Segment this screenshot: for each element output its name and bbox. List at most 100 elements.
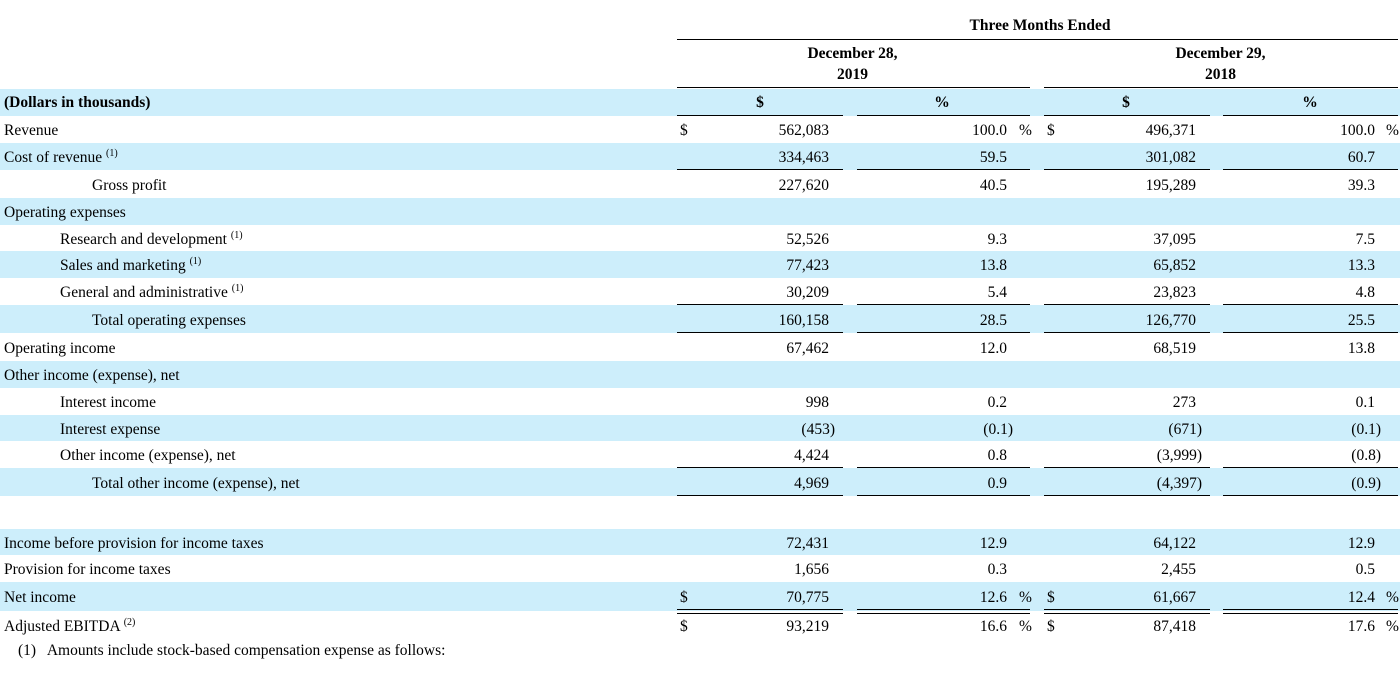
- row-label: General and administrative (1): [60, 284, 243, 301]
- row-label-text: Cost of revenue: [4, 149, 103, 166]
- cell-percent-2019: 16.6: [979, 618, 1007, 635]
- table-row: Total operating expenses 160,158 28.5 126,7…: [0, 305, 1400, 333]
- row-label: Gross profit: [92, 178, 166, 194]
- subtotal-rule: [1044, 332, 1210, 333]
- row-label-text: Other income (expense), net: [4, 367, 180, 384]
- footnote-marker: (1): [106, 148, 118, 159]
- table-row: Interest expense (453) (0.1) (671) (0.1): [0, 415, 1400, 441]
- column-date-2018-line1: December 29,: [1175, 45, 1266, 62]
- cell-amount-2019: 1,656: [794, 561, 829, 578]
- cell-amount-2019: 30,209: [786, 284, 829, 301]
- cell-amount-2018: 496,371: [1145, 122, 1196, 139]
- cell-amount-2019: 4,969: [794, 475, 829, 492]
- cell-amount-2019: 4,424: [794, 447, 829, 464]
- cell-percent-2018: (0.1): [1351, 421, 1381, 438]
- footnote-marker: (1): [230, 230, 243, 241]
- subtotal-rule: [677, 467, 843, 468]
- cell-percent-2019: 5.4: [987, 284, 1007, 301]
- cell-percent-2018: (0.9): [1351, 475, 1381, 492]
- cell-percent-2019: 12.9: [979, 535, 1007, 552]
- row-label: Adjusted EBITDA (2): [4, 617, 136, 635]
- row-label-text: Interest expense: [60, 421, 161, 438]
- cell-amount-2018: (3,999): [1156, 447, 1202, 464]
- table-row: Provision for income taxes 1,656 0.3 2,455 0…: [0, 555, 1400, 582]
- row-label: Sales and marketing (1): [60, 257, 201, 274]
- header-bottom-rule: [677, 115, 843, 116]
- cell-amount-2018: 273: [1172, 394, 1196, 411]
- cell-percent-2018: 13.3: [1347, 257, 1375, 274]
- percent-sign-2018: %: [1386, 618, 1399, 635]
- cell-percent-2018: 4.8: [1355, 284, 1375, 301]
- cell-amount-2019: 227,620: [778, 177, 829, 194]
- footnote-marker: (2): [123, 617, 136, 628]
- table-row: Net income 70,775 12.6 61,667 12.4 $ $%%: [0, 582, 1400, 611]
- currency-symbol-2018: $: [1047, 589, 1055, 606]
- row-label: Revenue: [4, 123, 58, 139]
- pct-col-header-2018: %: [1302, 94, 1318, 111]
- currency-symbol-2019: $: [680, 122, 688, 139]
- row-label-text: Operating income: [4, 340, 116, 357]
- percent-sign-2018: %: [1386, 122, 1399, 139]
- total-double-rule: [1223, 609, 1398, 614]
- subtotal-rule: [857, 332, 1030, 333]
- pct-col-header-2019: %: [934, 94, 950, 111]
- table-row: Cost of revenue (1) 334,463 59.5 301,082 60.…: [0, 143, 1400, 170]
- currency-symbol-2018: $: [1047, 618, 1055, 635]
- table-row: Operating income 67,462 12.0 68,519 13.8: [0, 333, 1400, 361]
- row-label-text: Sales and marketing: [60, 257, 186, 274]
- cell-amount-2018: 65,852: [1153, 257, 1196, 274]
- cell-percent-2019: 12.6: [979, 589, 1007, 606]
- cell-amount-2019: (453): [801, 421, 835, 438]
- row-label-text: Income before provision for income taxes: [4, 535, 264, 552]
- row-label-text: Adjusted EBITDA: [4, 618, 120, 635]
- column-date-2019-line1: December 28,: [807, 45, 898, 62]
- cell-percent-2019: 13.8: [979, 257, 1007, 274]
- cell-amount-2019: 334,463: [778, 149, 829, 166]
- cell-percent-2018: 0.1: [1355, 394, 1375, 411]
- total-double-rule: [677, 609, 843, 614]
- table-row: General and administrative (1) 30,209 5.4 2…: [0, 278, 1400, 305]
- dollar-col-header-2018: $: [1122, 94, 1130, 111]
- cell-percent-2019: 0.2: [987, 394, 1007, 411]
- subtotal-rule: [1044, 304, 1210, 305]
- row-label: Operating expenses: [4, 205, 126, 221]
- row-label: Operating income: [4, 341, 115, 357]
- row-label-text: General and administrative: [60, 284, 228, 301]
- row-label-text: Revenue: [4, 122, 59, 139]
- cell-percent-2019: 0.3: [987, 561, 1007, 578]
- cell-amount-2019: 52,526: [786, 231, 829, 248]
- column-date-2018-line2: 2018: [1205, 66, 1236, 83]
- subtotal-rule: [1223, 467, 1398, 468]
- row-label-text: Total operating expenses: [92, 312, 246, 329]
- table-row: Adjusted EBITDA (2) 93,219 16.6 87,418 17.6 $…: [0, 611, 1400, 639]
- cell-amount-2018: 195,289: [1145, 177, 1196, 194]
- subtotal-rule: [1044, 169, 1210, 170]
- subtotal-rule: [1223, 304, 1398, 305]
- currency-symbol-2019: $: [680, 618, 688, 635]
- table-row: Sales and marketing (1) 77,423 13.8 65,852 1…: [0, 251, 1400, 278]
- cell-percent-2019: 40.5: [979, 177, 1007, 194]
- header-rule: [677, 39, 1398, 40]
- subtotal-rule: [1223, 169, 1398, 170]
- units-label: (Dollars in thousands): [4, 94, 151, 111]
- row-label: Total operating expenses: [92, 313, 246, 329]
- subtotal-rule: [1223, 495, 1398, 496]
- row-label: Other income (expense), net: [4, 368, 180, 384]
- cell-percent-2019: 28.5: [979, 312, 1007, 329]
- subtotal-rule: [677, 495, 843, 496]
- cell-amount-2018: 126,770: [1145, 312, 1196, 329]
- cell-amount-2019: 70,775: [786, 589, 829, 606]
- row-label: Research and development (1): [60, 230, 243, 248]
- cell-amount-2018: 87,418: [1153, 618, 1196, 635]
- cell-amount-2019: 72,431: [786, 535, 829, 552]
- row-label: Interest expense: [60, 422, 160, 438]
- total-double-rule: [1044, 609, 1210, 614]
- cell-amount-2019: 67,462: [786, 340, 829, 357]
- subtotal-rule: [857, 304, 1030, 305]
- subtotal-rule: [857, 467, 1030, 468]
- cell-percent-2018: 12.4: [1347, 589, 1375, 606]
- row-label-text: Gross profit: [92, 177, 167, 194]
- column-date-2019-line2: 2019: [837, 66, 868, 83]
- currency-symbol-2019: $: [680, 589, 688, 606]
- cell-amount-2018: 301,082: [1145, 149, 1196, 166]
